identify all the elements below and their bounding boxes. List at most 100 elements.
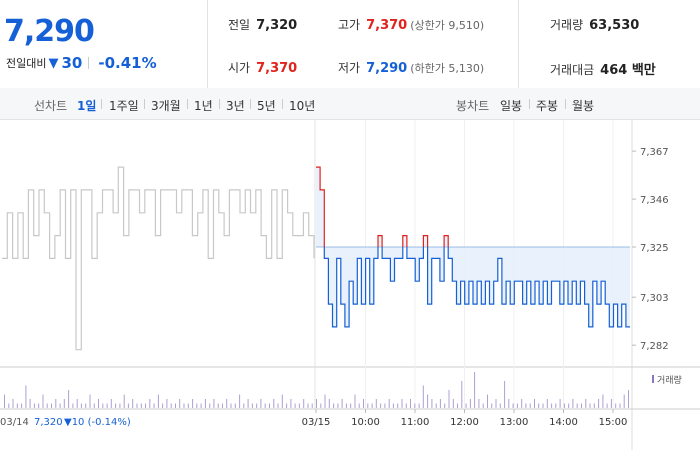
volume-bar xyxy=(435,403,437,408)
tab-divider xyxy=(101,99,102,109)
tab-divider xyxy=(282,99,283,109)
volume-bar xyxy=(200,403,202,408)
volume-bar xyxy=(418,403,420,408)
volume-bar xyxy=(42,394,44,408)
volume-bar xyxy=(311,403,313,408)
volume-bar xyxy=(414,403,416,408)
tab-1-week[interactable]: 1주일 xyxy=(109,99,139,113)
volume-bar xyxy=(281,394,283,408)
volume-bar xyxy=(568,403,570,408)
volume-bar xyxy=(136,403,138,408)
y-tick-label: 7,303 xyxy=(640,293,669,304)
volume-bar xyxy=(628,390,629,408)
x-tick-label: 14:00 xyxy=(549,417,578,428)
volume-bar xyxy=(269,403,270,408)
volume-bar xyxy=(358,403,360,408)
prev-day-series xyxy=(2,166,315,351)
volume-bar xyxy=(251,403,253,408)
volume-bar xyxy=(593,403,595,408)
volume-bar xyxy=(585,399,587,408)
volume-bar xyxy=(239,394,241,408)
volume-bar xyxy=(392,403,394,408)
volume-bar xyxy=(123,394,125,408)
volume-bar xyxy=(85,403,87,408)
y-tick-label: 7,282 xyxy=(640,341,669,352)
open-cell: 시가 7,370 xyxy=(228,59,297,76)
change-amount: 30 xyxy=(61,54,83,72)
volume-bar xyxy=(226,399,228,408)
volume-bar xyxy=(4,394,5,408)
volume-bar xyxy=(29,399,31,408)
volume-bar xyxy=(68,390,70,408)
volume-bar xyxy=(559,399,561,408)
volume-bar xyxy=(388,399,390,408)
volume-bar xyxy=(132,399,134,408)
x-tick-label: 13:00 xyxy=(500,417,529,428)
tab-divider xyxy=(529,99,530,109)
tab-daily-candle[interactable]: 일봉 xyxy=(500,99,523,113)
volume-bar xyxy=(204,399,206,408)
volume-bar xyxy=(72,403,74,408)
y-axis-labels: 7,367 7,346 7,325 7,303 7,282 xyxy=(632,147,669,352)
volume-bar xyxy=(260,399,262,408)
volume-bar xyxy=(8,403,10,408)
y-tick-label: 7,346 xyxy=(640,195,669,206)
volume-bar xyxy=(234,403,236,408)
volume-bar xyxy=(149,399,151,408)
tab-3-years[interactable]: 3년 xyxy=(226,99,245,113)
trade-value-label: 거래대금 xyxy=(550,63,595,77)
volume-bar xyxy=(33,403,35,408)
current-price: 7,290 xyxy=(4,14,95,49)
volume-bar xyxy=(303,399,305,408)
volume-bar xyxy=(380,403,382,408)
tab-5-years[interactable]: 5년 xyxy=(257,99,276,113)
change-label: 전일대비 xyxy=(6,57,47,70)
tab-monthly-candle[interactable]: 월봉 xyxy=(572,99,595,113)
price-summary: 7,290 전일대비 ▼ 30 -0.41% 전일 7,320 시가 7,370 고… xyxy=(0,0,700,89)
tab-1-year[interactable]: 1년 xyxy=(194,99,213,113)
tab-1-day[interactable]: 1일 xyxy=(77,99,97,113)
volume-bar xyxy=(55,399,57,408)
volume-bar xyxy=(452,399,454,408)
volume-bar xyxy=(444,403,446,408)
volume-bar xyxy=(405,403,407,408)
open-value: 7,370 xyxy=(256,61,298,76)
prev-close-label: 전일 xyxy=(228,18,251,32)
volume-legend: 거래량 xyxy=(652,374,682,386)
trade-value: 464 백만 xyxy=(600,63,656,78)
tab-weekly-candle[interactable]: 주봉 xyxy=(536,99,559,113)
tab-3-months[interactable]: 3개월 xyxy=(151,99,181,113)
tab-10-years[interactable]: 10년 xyxy=(289,99,316,113)
tab-divider xyxy=(144,99,145,109)
volume-bar xyxy=(345,403,347,408)
volume-bar xyxy=(397,403,399,408)
low-cell: 저가 7,290 (하한가 5,130) xyxy=(338,59,484,76)
change-row: 전일대비 ▼ 30 -0.41% xyxy=(6,54,157,72)
volume-bar xyxy=(25,385,27,408)
tab-divider xyxy=(187,99,188,109)
volume-bar xyxy=(16,403,18,408)
volume-bar xyxy=(217,403,219,408)
volume-bar xyxy=(384,403,386,408)
trade-value-cell: 거래대금 464 백만 xyxy=(550,59,656,78)
volume-bar xyxy=(59,403,61,408)
volume-bar xyxy=(12,399,14,408)
volume-bar xyxy=(337,403,339,408)
volume-bar xyxy=(324,394,326,408)
volume-bar xyxy=(89,394,91,408)
volume-bar xyxy=(581,403,582,408)
volume-bar xyxy=(482,403,484,408)
prev-day-change: ▼10 (-0.14%) xyxy=(64,417,131,428)
x-tick-label: 15:00 xyxy=(599,417,628,428)
period-tabs: 선차트 1일 1주일 3개월 1년 3년 5년 10년 봉차트 일봉 주봉 월봉 xyxy=(0,88,700,120)
volume-bar xyxy=(504,381,506,408)
volume-bar xyxy=(316,399,317,408)
volume-bar xyxy=(46,403,48,408)
volume-bar xyxy=(209,403,211,408)
volume-legend-swatch xyxy=(652,375,654,383)
volume-bar xyxy=(256,403,258,408)
volume-bar xyxy=(166,399,168,408)
volume-bar xyxy=(183,403,185,408)
volume-bar xyxy=(162,403,164,408)
volume-bar xyxy=(213,399,215,408)
